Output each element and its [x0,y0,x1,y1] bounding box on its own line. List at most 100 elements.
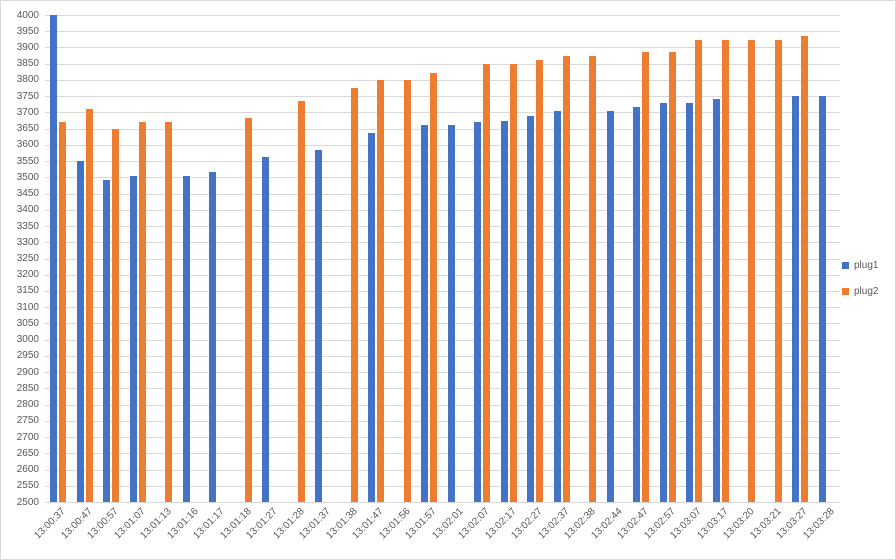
bar-plug1-13:03:07[interactable] [686,102,694,502]
bar-plug1-13:00:57[interactable] [103,179,111,502]
bar-plug1-13:01:16[interactable] [182,175,190,502]
gridline [45,210,840,211]
gridline [45,161,840,162]
bar-plug2-13:01:56[interactable] [403,79,411,502]
gridline [45,356,840,357]
bar-plug2-13:00:57[interactable] [112,128,120,502]
bar-plug1-13:03:17[interactable] [712,99,720,502]
y-axis-tick-label: 4000 [16,10,39,21]
bar-plug1-13:02:17[interactable] [500,120,508,502]
gridline [45,112,840,113]
bar-plug2-13:03:17[interactable] [721,40,729,502]
gridline [45,291,840,292]
y-axis-tick-label: 3350 [16,221,39,232]
bar-plug1-13:01:37[interactable] [315,149,323,502]
gridline [45,259,840,260]
gridline [45,64,840,65]
gridline [45,145,840,146]
y-axis-tick-label: 2700 [16,432,39,443]
bar-plug2-13:03:21[interactable] [774,40,782,502]
bar-plug2-13:01:18[interactable] [244,117,252,502]
y-axis-tick-label: 3200 [16,269,39,280]
y-axis-tick-label: 3700 [16,107,39,118]
gridline [45,129,840,130]
bar-plug2-13:01:13[interactable] [165,121,173,502]
bar-plug2-13:01:57[interactable] [430,72,438,502]
bar-plug1-13:01:57[interactable] [421,125,429,502]
bar-plug2-13:03:27[interactable] [801,36,809,502]
bar-plug1-13:02:07[interactable] [474,122,482,502]
bar-plug1-13:02:01[interactable] [447,125,455,502]
bar-plug1-13:03:27[interactable] [792,95,800,502]
y-axis-tick-label: 3550 [16,156,39,167]
y-axis-tick-label: 2600 [16,464,39,475]
y-axis-tick-label: 3000 [16,334,39,345]
plot-area [45,15,840,503]
bar-plug1-13:00:47[interactable] [76,161,84,502]
bar-plug2-13:01:07[interactable] [138,121,146,502]
bar-plug2-13:02:47[interactable] [642,51,650,502]
legend-item-plug1[interactable]: plug1 [842,259,878,272]
bar-plug1-13:02:47[interactable] [633,107,641,502]
bar-plug2-13:03:20[interactable] [748,40,756,502]
legend-label-plug1: plug1 [854,260,879,271]
bar-plug2-13:02:37[interactable] [562,55,570,502]
bar-plug2-13:02:07[interactable] [483,64,491,502]
gridline [45,405,840,406]
y-axis-tick-label: 2850 [16,383,39,394]
bar-plug2-13:02:57[interactable] [668,51,676,502]
y-axis-tick-label: 3950 [16,26,39,37]
bar-plug1-13:01:17[interactable] [209,172,217,502]
bar-plug1-13:01:47[interactable] [368,132,376,502]
bar-plug1-13:02:27[interactable] [527,115,535,502]
gridline [45,486,840,487]
bar-plug1-13:01:07[interactable] [129,175,137,502]
gridline [45,226,840,227]
bar-plug1-13:03:28[interactable] [818,95,826,502]
gridline [45,275,840,276]
bar-plug2-13:02:38[interactable] [589,55,597,502]
legend-item-plug2[interactable]: plug2 [842,285,878,298]
y-axis-tick-label: 3050 [16,318,39,329]
legend-label-plug2: plug2 [854,286,879,297]
bar-plug1-13:02:37[interactable] [553,110,561,502]
y-axis-tick-label: 3250 [16,253,39,264]
y-axis-tick-label: 2500 [16,497,39,508]
bar-plug2-13:02:27[interactable] [536,59,544,502]
gridline [45,372,840,373]
y-axis-tick-label: 2550 [16,480,39,491]
bar-plug2-13:02:17[interactable] [509,64,517,502]
legend-swatch-plug2-icon [842,288,849,295]
y-axis-tick-label: 2750 [16,415,39,426]
y-axis-tick-label: 3650 [16,123,39,134]
gridline [45,470,840,471]
gridline [45,31,840,32]
y-axis-tick-label: 3400 [16,204,39,215]
bar-plug1-13:00:37[interactable] [50,15,58,502]
y-axis-tick-label: 3850 [16,58,39,69]
bar-plug2-13:03:07[interactable] [695,40,703,502]
bar-plug1-13:02:57[interactable] [659,103,667,502]
y-axis-tick-label: 3800 [16,74,39,85]
bar-plug1-13:02:44[interactable] [606,110,614,502]
bar-plug1-13:01:27[interactable] [262,157,270,502]
y-axis-tick-label: 3500 [16,172,39,183]
bar-plug2-13:01:38[interactable] [350,88,358,502]
gridline [45,80,840,81]
bar-plug2-13:01:28[interactable] [297,100,305,502]
bar-plug2-13:00:47[interactable] [85,109,93,502]
bar-plug2-13:01:47[interactable] [377,79,385,502]
legend[interactable]: plug1 plug2 [842,259,878,311]
y-axis-tick-label: 3450 [16,188,39,199]
gridline [45,47,840,48]
y-axis-tick-label: 2800 [16,399,39,410]
gridline [45,323,840,324]
bar-plug2-13:00:37[interactable] [59,121,67,502]
gridline [45,177,840,178]
gridline [45,421,840,422]
y-axis-tick-label: 3900 [16,42,39,53]
y-axis-tick-label: 2950 [16,350,39,361]
gridline [45,15,840,16]
legend-swatch-plug1-icon [842,262,849,269]
